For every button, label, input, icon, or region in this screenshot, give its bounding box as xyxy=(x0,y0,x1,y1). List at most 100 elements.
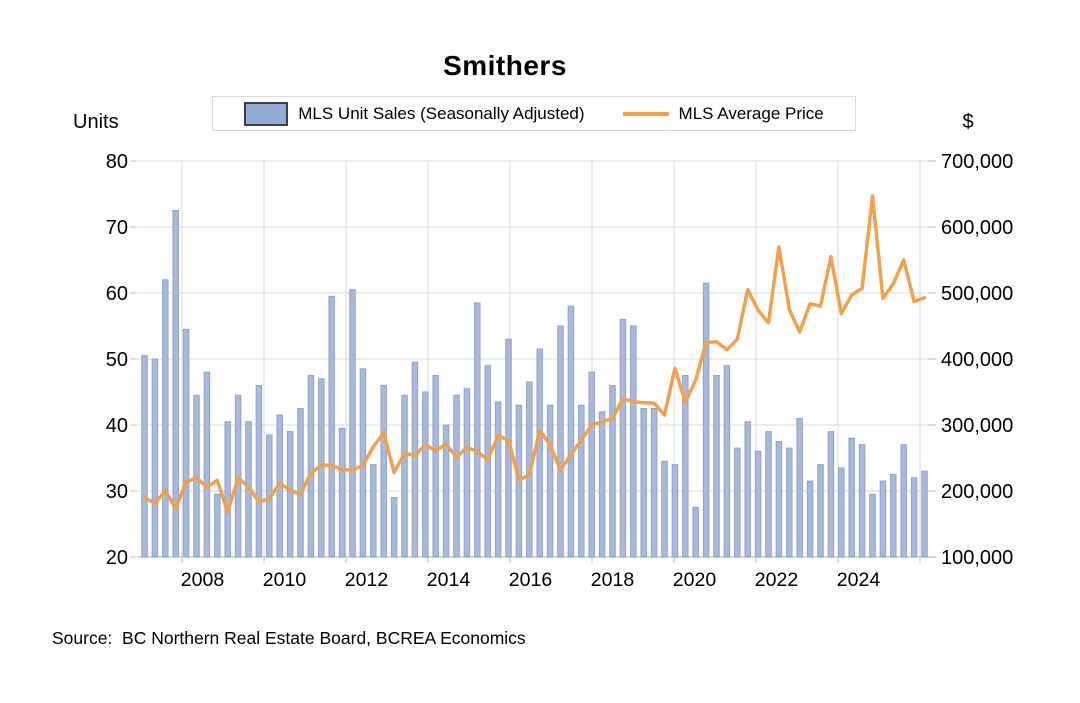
bar xyxy=(765,431,772,558)
bar xyxy=(848,437,855,558)
x-axis-year-label: 2012 xyxy=(345,569,388,591)
right-axis-tick-label: 300,000 xyxy=(941,415,1013,437)
bar xyxy=(713,375,720,558)
chart-title: Smithers xyxy=(443,50,567,81)
left-axis-tick-label: 70 xyxy=(106,217,128,239)
bar xyxy=(910,477,918,558)
bar xyxy=(838,467,845,558)
bar xyxy=(900,444,907,558)
bar xyxy=(806,480,814,558)
bar xyxy=(661,460,668,558)
bar xyxy=(921,470,928,558)
bar xyxy=(380,384,387,558)
left-axis-tick-label: 40 xyxy=(106,415,128,437)
bar xyxy=(650,408,658,558)
left-axis-title: Units xyxy=(73,111,119,133)
bar xyxy=(567,305,575,558)
bar xyxy=(786,447,793,558)
bar xyxy=(702,282,710,558)
bar xyxy=(338,427,346,558)
bar xyxy=(609,384,616,558)
left-axis-tick-label: 20 xyxy=(106,547,128,569)
bar xyxy=(214,493,221,558)
right-axis-tick-label: 400,000 xyxy=(941,349,1013,371)
bar xyxy=(744,421,751,558)
chart-legend: MLS Unit Sales (Seasonally Adjusted) MLS… xyxy=(212,96,856,131)
bar xyxy=(640,408,647,558)
bar xyxy=(442,424,450,558)
left-axis-tick-label: 30 xyxy=(106,481,128,503)
bar xyxy=(370,464,377,558)
bar xyxy=(411,361,419,558)
right-axis-title: $ xyxy=(962,111,974,133)
bar xyxy=(858,444,866,558)
bar xyxy=(619,318,627,558)
bar xyxy=(536,348,543,558)
left-axis-tick-label: 60 xyxy=(106,283,128,305)
bar xyxy=(203,371,211,558)
x-axis-year-label: 2014 xyxy=(427,569,471,591)
bar xyxy=(734,447,741,558)
bar xyxy=(463,388,471,558)
right-axis-tick-label: 500,000 xyxy=(941,283,1013,305)
bar xyxy=(682,375,689,558)
legend-average-price-label: MLS Average Price xyxy=(678,103,824,123)
bar xyxy=(297,408,304,558)
x-axis-year-label: 2010 xyxy=(263,569,307,591)
x-axis-year-label: 2008 xyxy=(181,569,224,591)
bar xyxy=(671,464,679,558)
bar xyxy=(775,441,783,558)
bar xyxy=(754,450,762,558)
bar xyxy=(286,431,294,558)
right-axis-tick-label: 200,000 xyxy=(941,481,1013,503)
bar xyxy=(453,394,460,558)
bar xyxy=(630,325,637,558)
bar xyxy=(328,295,335,558)
bar xyxy=(796,417,803,558)
bar xyxy=(224,421,231,558)
x-axis-year-label: 2020 xyxy=(673,569,717,591)
right-axis-tick-label: 600,000 xyxy=(941,217,1013,239)
bar xyxy=(546,404,554,558)
bar xyxy=(890,474,897,558)
bar xyxy=(401,394,408,558)
x-axis-year-label: 2018 xyxy=(591,569,634,591)
bar xyxy=(162,279,169,558)
bar xyxy=(578,404,585,558)
bar xyxy=(182,328,190,558)
bar xyxy=(390,497,398,558)
bar xyxy=(307,375,315,558)
axis-tick-labels: 80 700,000 70 600,000 60 500,000 50 400,000 40 30… xyxy=(106,151,1014,569)
legend-average-price-line xyxy=(622,111,669,116)
bar xyxy=(598,411,606,558)
right-axis-tick-label: 700,000 xyxy=(941,151,1013,173)
x-axis-year-label: 2024 xyxy=(837,569,881,591)
right-axis-tick-label: 100,000 xyxy=(941,547,1013,569)
bar xyxy=(141,355,148,558)
bar xyxy=(723,365,731,558)
bar xyxy=(422,391,429,558)
bar xyxy=(255,384,263,558)
bar xyxy=(692,507,699,558)
bar xyxy=(172,210,179,558)
bar xyxy=(494,401,502,558)
bar xyxy=(879,480,887,558)
bar xyxy=(432,375,439,558)
bar xyxy=(474,302,481,558)
legend-unit-sales-label: MLS Unit Sales (Seasonally Adjusted) xyxy=(298,103,585,123)
bar xyxy=(869,493,876,558)
x-axis-year-label: 2022 xyxy=(755,569,798,591)
x-axis-labels: 2008 2010 2012 2014 2016 2018 2020 2022 2024 xyxy=(181,569,881,591)
bar xyxy=(557,325,564,558)
bar xyxy=(349,289,356,558)
x-axis-year-label: 2016 xyxy=(509,569,552,591)
bar xyxy=(588,371,595,558)
left-axis-tick-label: 50 xyxy=(106,349,128,371)
source-note: Source: BC Northern Real Estate Board, B… xyxy=(52,628,526,648)
bar xyxy=(817,464,824,558)
unit-sales-bars xyxy=(141,210,928,558)
bar xyxy=(827,431,835,558)
average-price-line xyxy=(142,194,927,514)
